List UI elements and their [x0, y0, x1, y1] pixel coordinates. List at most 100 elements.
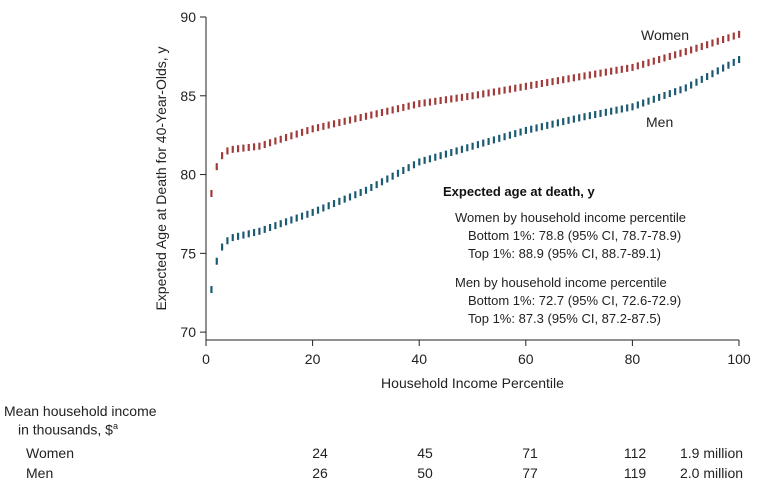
women-income-value: 71	[522, 445, 538, 461]
point-men	[295, 214, 298, 222]
point-men	[556, 119, 559, 127]
point-men	[508, 131, 512, 139]
point-men	[626, 104, 629, 112]
point-women	[514, 84, 517, 92]
point-women	[530, 81, 533, 89]
point-men	[450, 149, 453, 157]
point-men	[439, 152, 442, 160]
point-women	[311, 125, 314, 133]
point-men	[386, 175, 389, 183]
point-women	[647, 59, 650, 67]
point-women	[391, 106, 394, 114]
point-men	[492, 136, 496, 144]
point-men	[540, 123, 543, 131]
point-women	[556, 77, 559, 85]
point-men	[332, 200, 336, 208]
point-men	[215, 257, 218, 265]
point-men	[572, 115, 575, 123]
point-men	[716, 67, 719, 75]
point-women	[663, 54, 666, 62]
point-women	[434, 97, 437, 105]
point-men	[407, 164, 410, 172]
point-women	[210, 189, 213, 197]
point-men	[252, 229, 256, 237]
point-women	[567, 75, 570, 83]
point-men	[732, 58, 735, 66]
point-men	[663, 91, 666, 99]
point-men	[327, 202, 330, 210]
men-row-label: Men	[26, 465, 54, 481]
point-men	[322, 204, 325, 212]
annotation-women-top: Top 1%: 88.9 (95% CI, 88.7-89.1)	[468, 246, 661, 261]
point-men	[524, 126, 527, 134]
women-row-label: Women	[26, 445, 74, 461]
point-women	[716, 37, 719, 45]
point-women	[316, 124, 320, 132]
men-income-value: 77	[522, 465, 538, 481]
annotation-box: Expected age at death, y Women by househ…	[443, 184, 686, 326]
point-men	[594, 111, 597, 119]
point-men	[578, 114, 581, 122]
point-women	[423, 99, 426, 107]
point-women	[594, 70, 597, 78]
point-women	[695, 44, 698, 52]
women-income-value: 112	[623, 445, 647, 461]
point-women	[684, 48, 687, 56]
point-men	[279, 220, 282, 228]
point-women	[722, 36, 725, 44]
point-women	[503, 86, 506, 94]
point-men	[263, 225, 266, 233]
point-women	[599, 69, 602, 77]
point-men	[684, 84, 687, 92]
income-table-title-line2: in thousands, $	[18, 421, 113, 438]
point-women	[242, 144, 245, 152]
point-women	[407, 102, 410, 110]
point-women	[674, 51, 677, 59]
point-women	[535, 80, 538, 88]
women-income-value: 1.9 million	[680, 445, 744, 461]
point-men	[620, 105, 623, 113]
point-women	[386, 107, 389, 115]
point-men	[396, 169, 400, 177]
point-men	[258, 227, 261, 235]
point-women	[306, 127, 309, 135]
point-women	[455, 94, 458, 102]
x-tick-label: 20	[305, 351, 321, 367]
data-marks	[210, 30, 741, 294]
income-table-title: Mean household income	[4, 403, 157, 419]
point-men	[700, 75, 703, 83]
annotation-heading: Expected age at death, y	[443, 184, 595, 199]
point-men	[306, 210, 309, 218]
point-men	[284, 218, 288, 226]
annotation-women-bottom: Bottom 1%: 78.8 (95% CI, 78.7-78.9)	[468, 228, 681, 243]
point-women	[343, 117, 346, 125]
point-men	[210, 286, 213, 294]
point-women	[583, 72, 586, 80]
annotation-men-top: Top 1%: 87.3 (95% CI, 87.2-87.5)	[468, 311, 661, 326]
point-women	[636, 62, 639, 70]
annotation-men-bottom: Bottom 1%: 72.7 (95% CI, 72.6-72.9)	[468, 293, 681, 308]
point-women	[295, 130, 298, 138]
point-men	[343, 195, 346, 203]
point-men	[530, 125, 533, 133]
point-men	[364, 186, 368, 194]
point-women	[492, 88, 496, 96]
women-series-label: Women	[641, 27, 689, 43]
men-income-value: 26	[312, 465, 328, 481]
y-tick-label: 70	[180, 324, 196, 340]
point-men	[546, 121, 549, 129]
point-men	[290, 216, 293, 224]
point-men	[300, 212, 304, 220]
point-women	[706, 41, 709, 49]
point-women	[215, 163, 218, 171]
point-men	[727, 61, 730, 69]
men-income-value: 50	[417, 465, 433, 481]
point-women	[668, 52, 671, 60]
y-axis-label: Expected Age at Death for 40-Year-Olds, …	[153, 46, 169, 310]
point-men	[514, 130, 517, 138]
point-women	[498, 87, 501, 95]
point-men	[642, 99, 645, 107]
point-men	[695, 78, 698, 86]
point-men	[535, 124, 538, 132]
point-men	[690, 81, 693, 89]
